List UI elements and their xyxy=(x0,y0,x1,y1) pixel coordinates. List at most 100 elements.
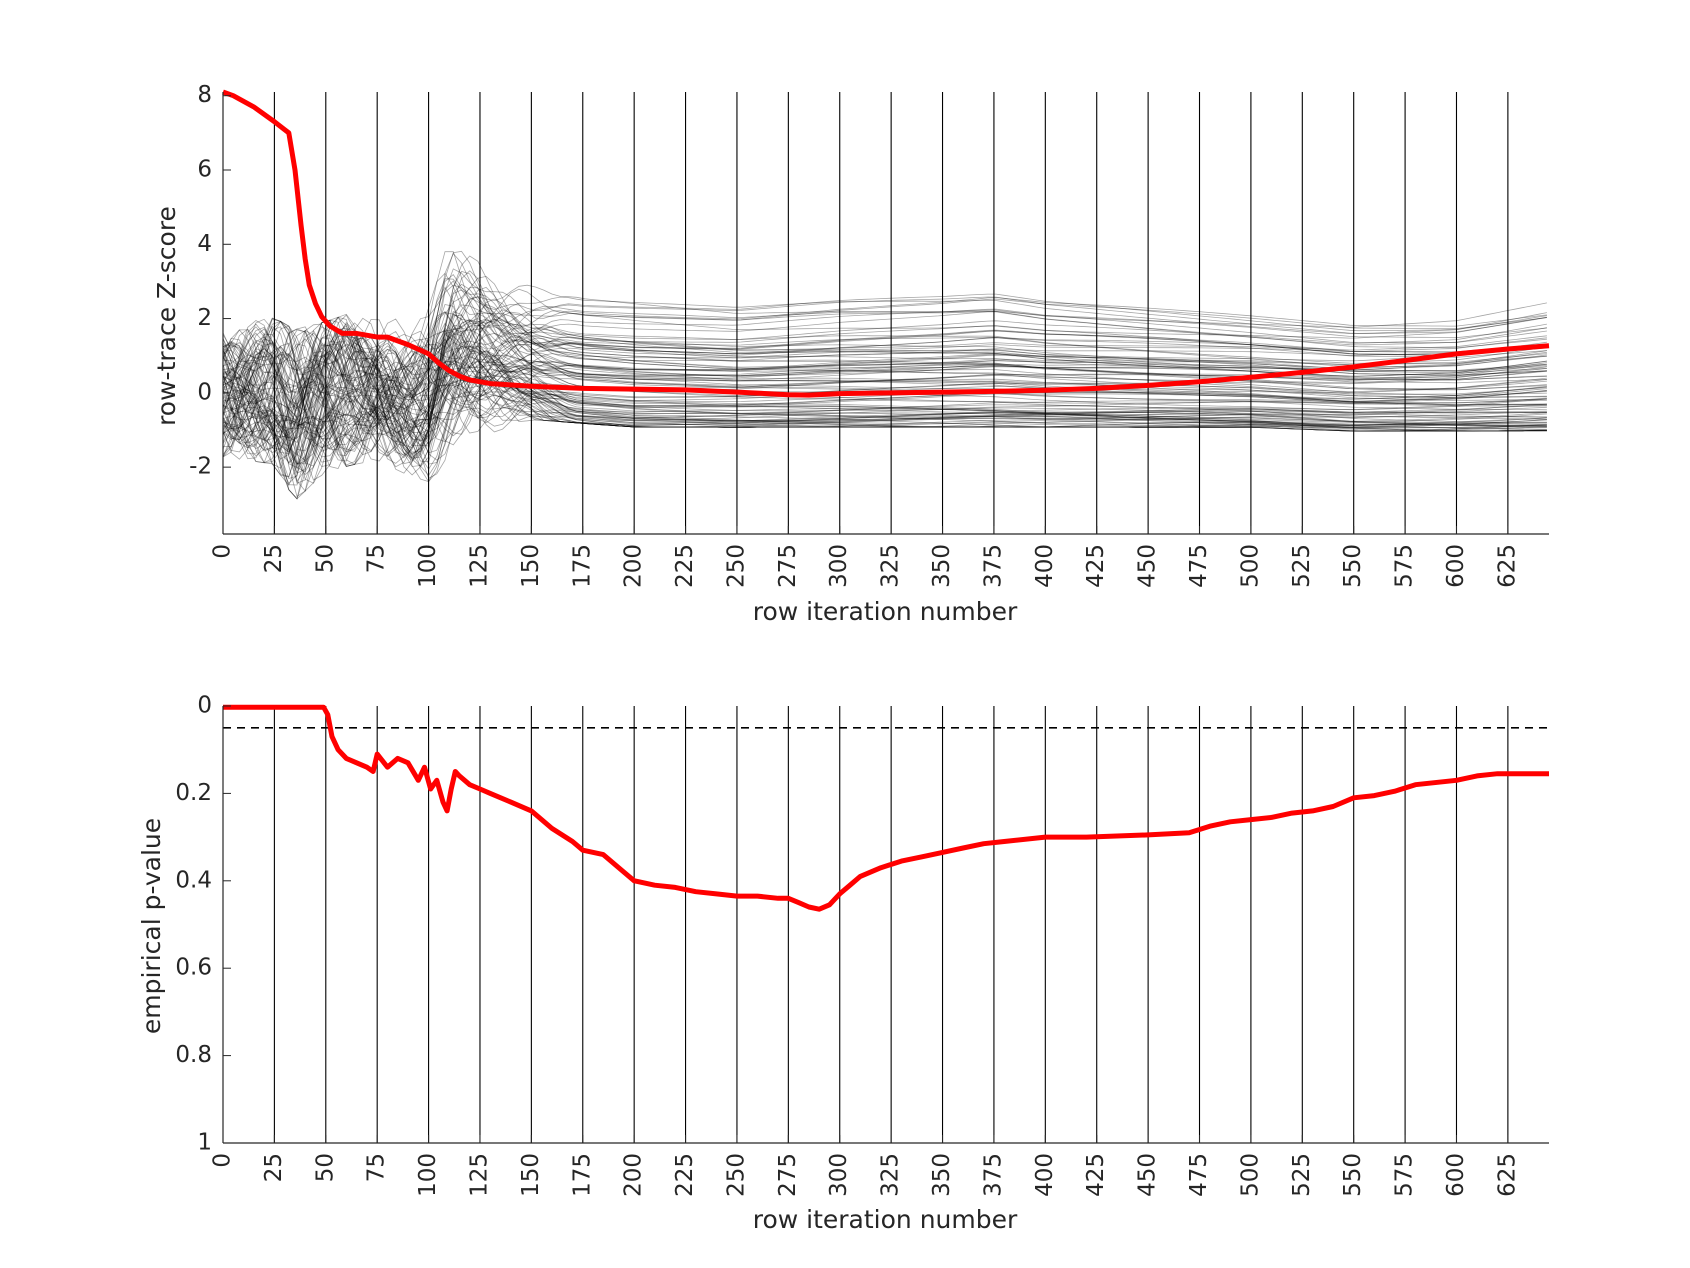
pvalue-x-tick-label: 450 xyxy=(1135,1153,1161,1197)
zscore-background-trace xyxy=(222,304,1547,452)
zscore-y-axis-label: row-trace Z-score xyxy=(152,206,181,426)
pvalue-x-axis-label: row iteration number xyxy=(753,1205,1018,1234)
zscore-background-trace xyxy=(222,320,1547,450)
zscore-y-tick-label: 0 xyxy=(197,379,212,405)
zscore-background-trace xyxy=(222,311,1547,482)
zscore-x-tick-label: 100 xyxy=(415,544,441,588)
zscore-background-trace xyxy=(222,332,1547,498)
zscore-background-trace xyxy=(222,318,1547,458)
zscore-x-tick-label: 175 xyxy=(569,544,595,588)
zscore-y-tick-label: 6 xyxy=(197,157,212,183)
zscore-background-trace xyxy=(222,355,1547,469)
zscore-background-trace xyxy=(222,286,1547,469)
pvalue-y-tick-label: 0.8 xyxy=(175,1042,212,1068)
zscore-background-trace xyxy=(222,284,1547,467)
zscore-x-tick-label: 250 xyxy=(723,544,749,588)
zscore-background-traces xyxy=(222,250,1547,500)
pvalue-x-tick-label: 175 xyxy=(569,1153,595,1197)
zscore-background-trace xyxy=(222,341,1547,457)
zscore-x-tick-label: 200 xyxy=(621,544,647,588)
zscore-background-trace xyxy=(222,270,1547,460)
zscore-background-trace xyxy=(222,336,1547,433)
zscore-background-trace xyxy=(222,342,1547,449)
zscore-x-tick-label: 0 xyxy=(210,544,236,559)
zscore-background-trace xyxy=(222,345,1547,481)
zscore-x-tick-label: 300 xyxy=(826,544,852,588)
zscore-background-trace xyxy=(222,329,1547,440)
zscore-background-trace xyxy=(222,349,1547,484)
zscore-x-tick-label: 500 xyxy=(1237,544,1263,588)
zscore-background-trace xyxy=(222,278,1547,443)
zscore-background-trace xyxy=(222,312,1547,458)
zscore-background-trace xyxy=(222,319,1547,459)
zscore-background-trace xyxy=(222,317,1547,486)
zscore-background-trace xyxy=(222,327,1547,474)
zscore-x-ticks: 0 25 50 75 100 125 150 175 200 225 250 275 300 325 350… xyxy=(210,526,1520,588)
zscore-background-trace xyxy=(222,310,1547,458)
zscore-background-trace xyxy=(222,343,1547,469)
zscore-background-trace xyxy=(222,320,1547,452)
zscore-background-trace xyxy=(222,313,1547,476)
zscore-background-trace xyxy=(222,320,1547,462)
zscore-background-trace xyxy=(222,338,1547,465)
zscore-background-trace xyxy=(222,331,1547,500)
pvalue-x-tick-label: 275 xyxy=(775,1153,801,1197)
pvalue-x-tick-label: 350 xyxy=(929,1153,955,1197)
zscore-background-trace xyxy=(222,329,1547,466)
zscore-x-tick-label: 75 xyxy=(364,544,390,573)
zscore-x-tick-label: 450 xyxy=(1135,544,1161,588)
pvalue-x-tick-label: 0 xyxy=(210,1153,236,1168)
pvalue-x-tick-label: 25 xyxy=(261,1153,287,1182)
zscore-x-tick-label: 625 xyxy=(1494,544,1520,588)
zscore-background-trace xyxy=(222,251,1547,465)
zscore-x-tick-label: 400 xyxy=(1032,544,1058,588)
zscore-background-trace xyxy=(222,318,1547,423)
pvalue-x-tick-label: 250 xyxy=(723,1153,749,1197)
zscore-x-tick-label: 425 xyxy=(1083,544,1109,588)
zscore-y-tick-label: 8 xyxy=(197,82,212,108)
pvalue-x-ticks: 0 25 50 75 100 125 150 175 200 225 250 275 300 325 350… xyxy=(210,1135,1520,1197)
zscore-background-trace xyxy=(222,321,1547,465)
pvalue-x-tick-label: 200 xyxy=(621,1153,647,1197)
pvalue-vertical-gridlines xyxy=(273,706,1509,1143)
zscore-background-trace xyxy=(222,342,1547,500)
pvalue-y-tick-label: 0.2 xyxy=(175,780,212,806)
zscore-x-tick-label: 275 xyxy=(775,544,801,588)
pvalue-y-axis-label: empirical p-value xyxy=(137,818,166,1034)
zscore-background-trace xyxy=(222,311,1547,437)
pvalue-x-tick-label: 625 xyxy=(1494,1153,1520,1197)
zscore-x-tick-label: 600 xyxy=(1443,544,1469,588)
zscore-background-trace xyxy=(222,340,1547,484)
zscore-background-trace xyxy=(222,350,1547,444)
zscore-background-trace xyxy=(222,304,1547,479)
zscore-background-trace xyxy=(222,328,1547,441)
pvalue-x-tick-label: 300 xyxy=(826,1153,852,1197)
zscore-background-trace xyxy=(222,255,1547,449)
zscore-x-tick-label: 475 xyxy=(1186,544,1212,588)
pvalue-axes xyxy=(222,706,1549,1144)
zscore-y-tick-label: 2 xyxy=(197,305,212,331)
zscore-background-trace xyxy=(222,351,1547,440)
pvalue-x-tick-label: 400 xyxy=(1032,1153,1058,1197)
pvalue-x-tick-label: 500 xyxy=(1237,1153,1263,1197)
zscore-highlight-line xyxy=(222,89,1550,398)
pvalue-x-tick-label: 100 xyxy=(415,1153,441,1197)
zscore-background-trace xyxy=(222,328,1547,452)
zscore-x-tick-label: 325 xyxy=(878,544,904,588)
zscore-background-trace xyxy=(222,332,1547,460)
zscore-x-tick-label: 150 xyxy=(518,544,544,588)
zscore-background-trace xyxy=(222,340,1547,485)
zscore-background-trace xyxy=(222,287,1547,437)
zscore-background-trace xyxy=(222,268,1547,451)
pvalue-x-tick-label: 125 xyxy=(466,1153,492,1197)
zscore-panel: -2 0 2 4 6 8 0 25 50 75 100 125 150 175 200 225 250 275 3… xyxy=(152,82,1550,626)
zscore-background-trace xyxy=(222,330,1547,445)
zscore-background-trace xyxy=(222,354,1547,465)
zscore-background-trace xyxy=(222,272,1547,436)
zscore-background-trace xyxy=(222,323,1547,466)
zscore-background-trace xyxy=(222,309,1547,486)
zscore-background-trace xyxy=(222,284,1547,453)
zscore-background-trace xyxy=(222,327,1547,455)
zscore-background-trace xyxy=(222,317,1547,456)
